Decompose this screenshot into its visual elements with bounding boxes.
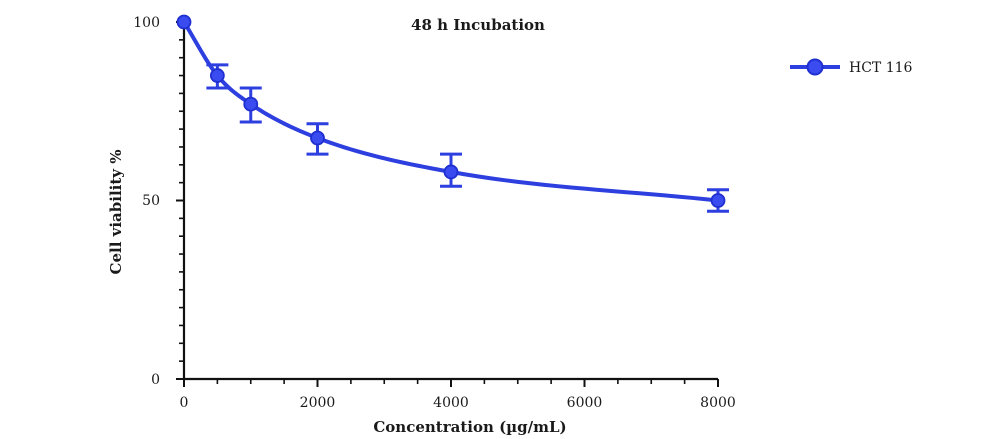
data-point	[209, 68, 225, 83]
y-axis-label: Cell viability %	[107, 150, 125, 275]
data-point	[710, 193, 726, 208]
chart-title: 48 h Incubation	[411, 16, 545, 34]
legend-label-hct116: HCT 116	[849, 60, 913, 76]
y-tick-label-0: 0	[151, 372, 160, 388]
y-tick-label-50: 50	[142, 193, 160, 209]
x-tick-label-2000: 2000	[300, 395, 336, 411]
x-tick-label-6000: 6000	[567, 395, 603, 411]
data-point	[310, 130, 325, 146]
legend-marker	[806, 58, 824, 76]
series-line	[182, 20, 719, 203]
data-point	[243, 96, 259, 112]
x-ticks: 0 2000 4000 6000 8000	[180, 379, 736, 411]
x-minor-ticks	[216, 379, 686, 384]
y-minor-ticks	[179, 39, 184, 362]
x-tick-label-4000: 4000	[433, 395, 469, 411]
x-tick-label-8000: 8000	[700, 395, 736, 411]
data-point	[443, 164, 459, 180]
data-point	[176, 14, 192, 30]
series-hct116	[176, 14, 729, 213]
legend: HCT 116	[790, 58, 913, 76]
x-tick-label-0: 0	[180, 395, 189, 411]
y-ticks: 0 50 100	[133, 15, 184, 388]
axes	[179, 22, 718, 384]
x-axis-label: Concentration (µg/mL)	[373, 418, 566, 436]
y-tick-label-100: 100	[133, 15, 160, 31]
